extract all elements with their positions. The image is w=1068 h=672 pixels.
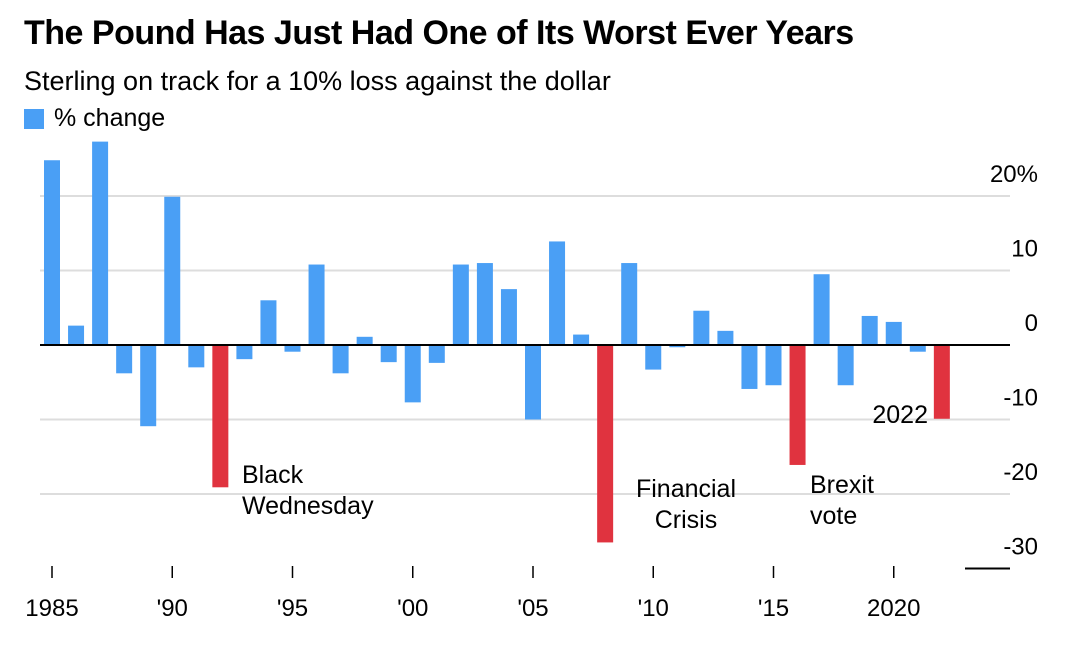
x-tick-label: 2020	[867, 595, 920, 622]
annotation-brexit-vote: Brexit	[810, 471, 874, 499]
legend-swatch	[24, 108, 44, 129]
bar-2017	[813, 274, 830, 345]
bar-1998	[356, 336, 373, 345]
legend-label: % change	[54, 104, 166, 132]
bar-2009	[621, 263, 638, 345]
bar-1996	[308, 264, 325, 345]
x-tick-label: '90	[157, 595, 188, 622]
bar-2002	[452, 264, 469, 345]
y-tick-label: -30	[1003, 534, 1038, 561]
bar-1988	[116, 345, 133, 374]
bar-1989	[140, 345, 157, 427]
bar-2016	[789, 345, 806, 465]
bar-2000	[404, 345, 421, 403]
bar-1985	[44, 160, 60, 345]
bar-2013	[717, 330, 734, 345]
bar-2008	[597, 345, 614, 543]
bar-2018	[837, 345, 854, 386]
bar-2014	[741, 345, 758, 389]
bar-1991	[188, 345, 205, 368]
chart-subtitle: Sterling on track for a 10% loss against…	[24, 66, 611, 96]
x-tick-label: '00	[397, 595, 428, 622]
x-tick-label: '10	[638, 595, 669, 622]
bar-2021	[909, 345, 926, 352]
bar-2010	[645, 345, 662, 370]
bar-2007	[573, 334, 590, 345]
bar-1990	[164, 196, 181, 345]
x-tick-label: '05	[517, 595, 548, 622]
bar-1986	[68, 325, 85, 345]
bar-1997	[332, 345, 349, 374]
bar-1993	[236, 345, 253, 360]
bar-1994	[260, 300, 277, 345]
annotation-brexit-vote: vote	[810, 502, 857, 530]
y-tick-label: -20	[1003, 459, 1038, 486]
bar-2019	[861, 315, 878, 345]
annotation-financial-crisis: Financial	[636, 475, 736, 503]
x-tick-label: '95	[277, 595, 308, 622]
bar-2001	[428, 345, 445, 363]
annotation-black-wednesday: Black	[242, 461, 304, 489]
bar-1995	[284, 345, 301, 352]
bar-2003	[476, 263, 493, 345]
y-tick-label: 10	[1011, 236, 1038, 263]
bar-2022	[933, 345, 950, 419]
y-tick-label: -10	[1003, 385, 1038, 412]
y-tick-label: 20%	[990, 161, 1038, 188]
bar-1999	[380, 345, 397, 363]
annotation-black-wednesday: Wednesday	[242, 492, 374, 520]
chart-title: The Pound Has Just Had One of Its Worst …	[24, 14, 854, 52]
bar-2012	[693, 310, 710, 345]
bar-2011	[669, 345, 686, 348]
x-tick-label: '15	[758, 595, 789, 622]
bar-1992	[212, 345, 229, 488]
bar-2020	[885, 321, 902, 345]
y-tick-label: 0	[1025, 310, 1038, 337]
bar-2005	[525, 345, 541, 420]
bar-2004	[500, 289, 517, 345]
x-tick-label: 1985	[25, 595, 78, 622]
annotation-year-2022: 2022	[872, 401, 928, 429]
bar-1987	[92, 141, 109, 345]
legend: % change	[24, 104, 165, 133]
annotation-financial-crisis: Crisis	[655, 506, 718, 534]
bar-2006	[549, 241, 566, 345]
bar-2015	[765, 345, 782, 386]
